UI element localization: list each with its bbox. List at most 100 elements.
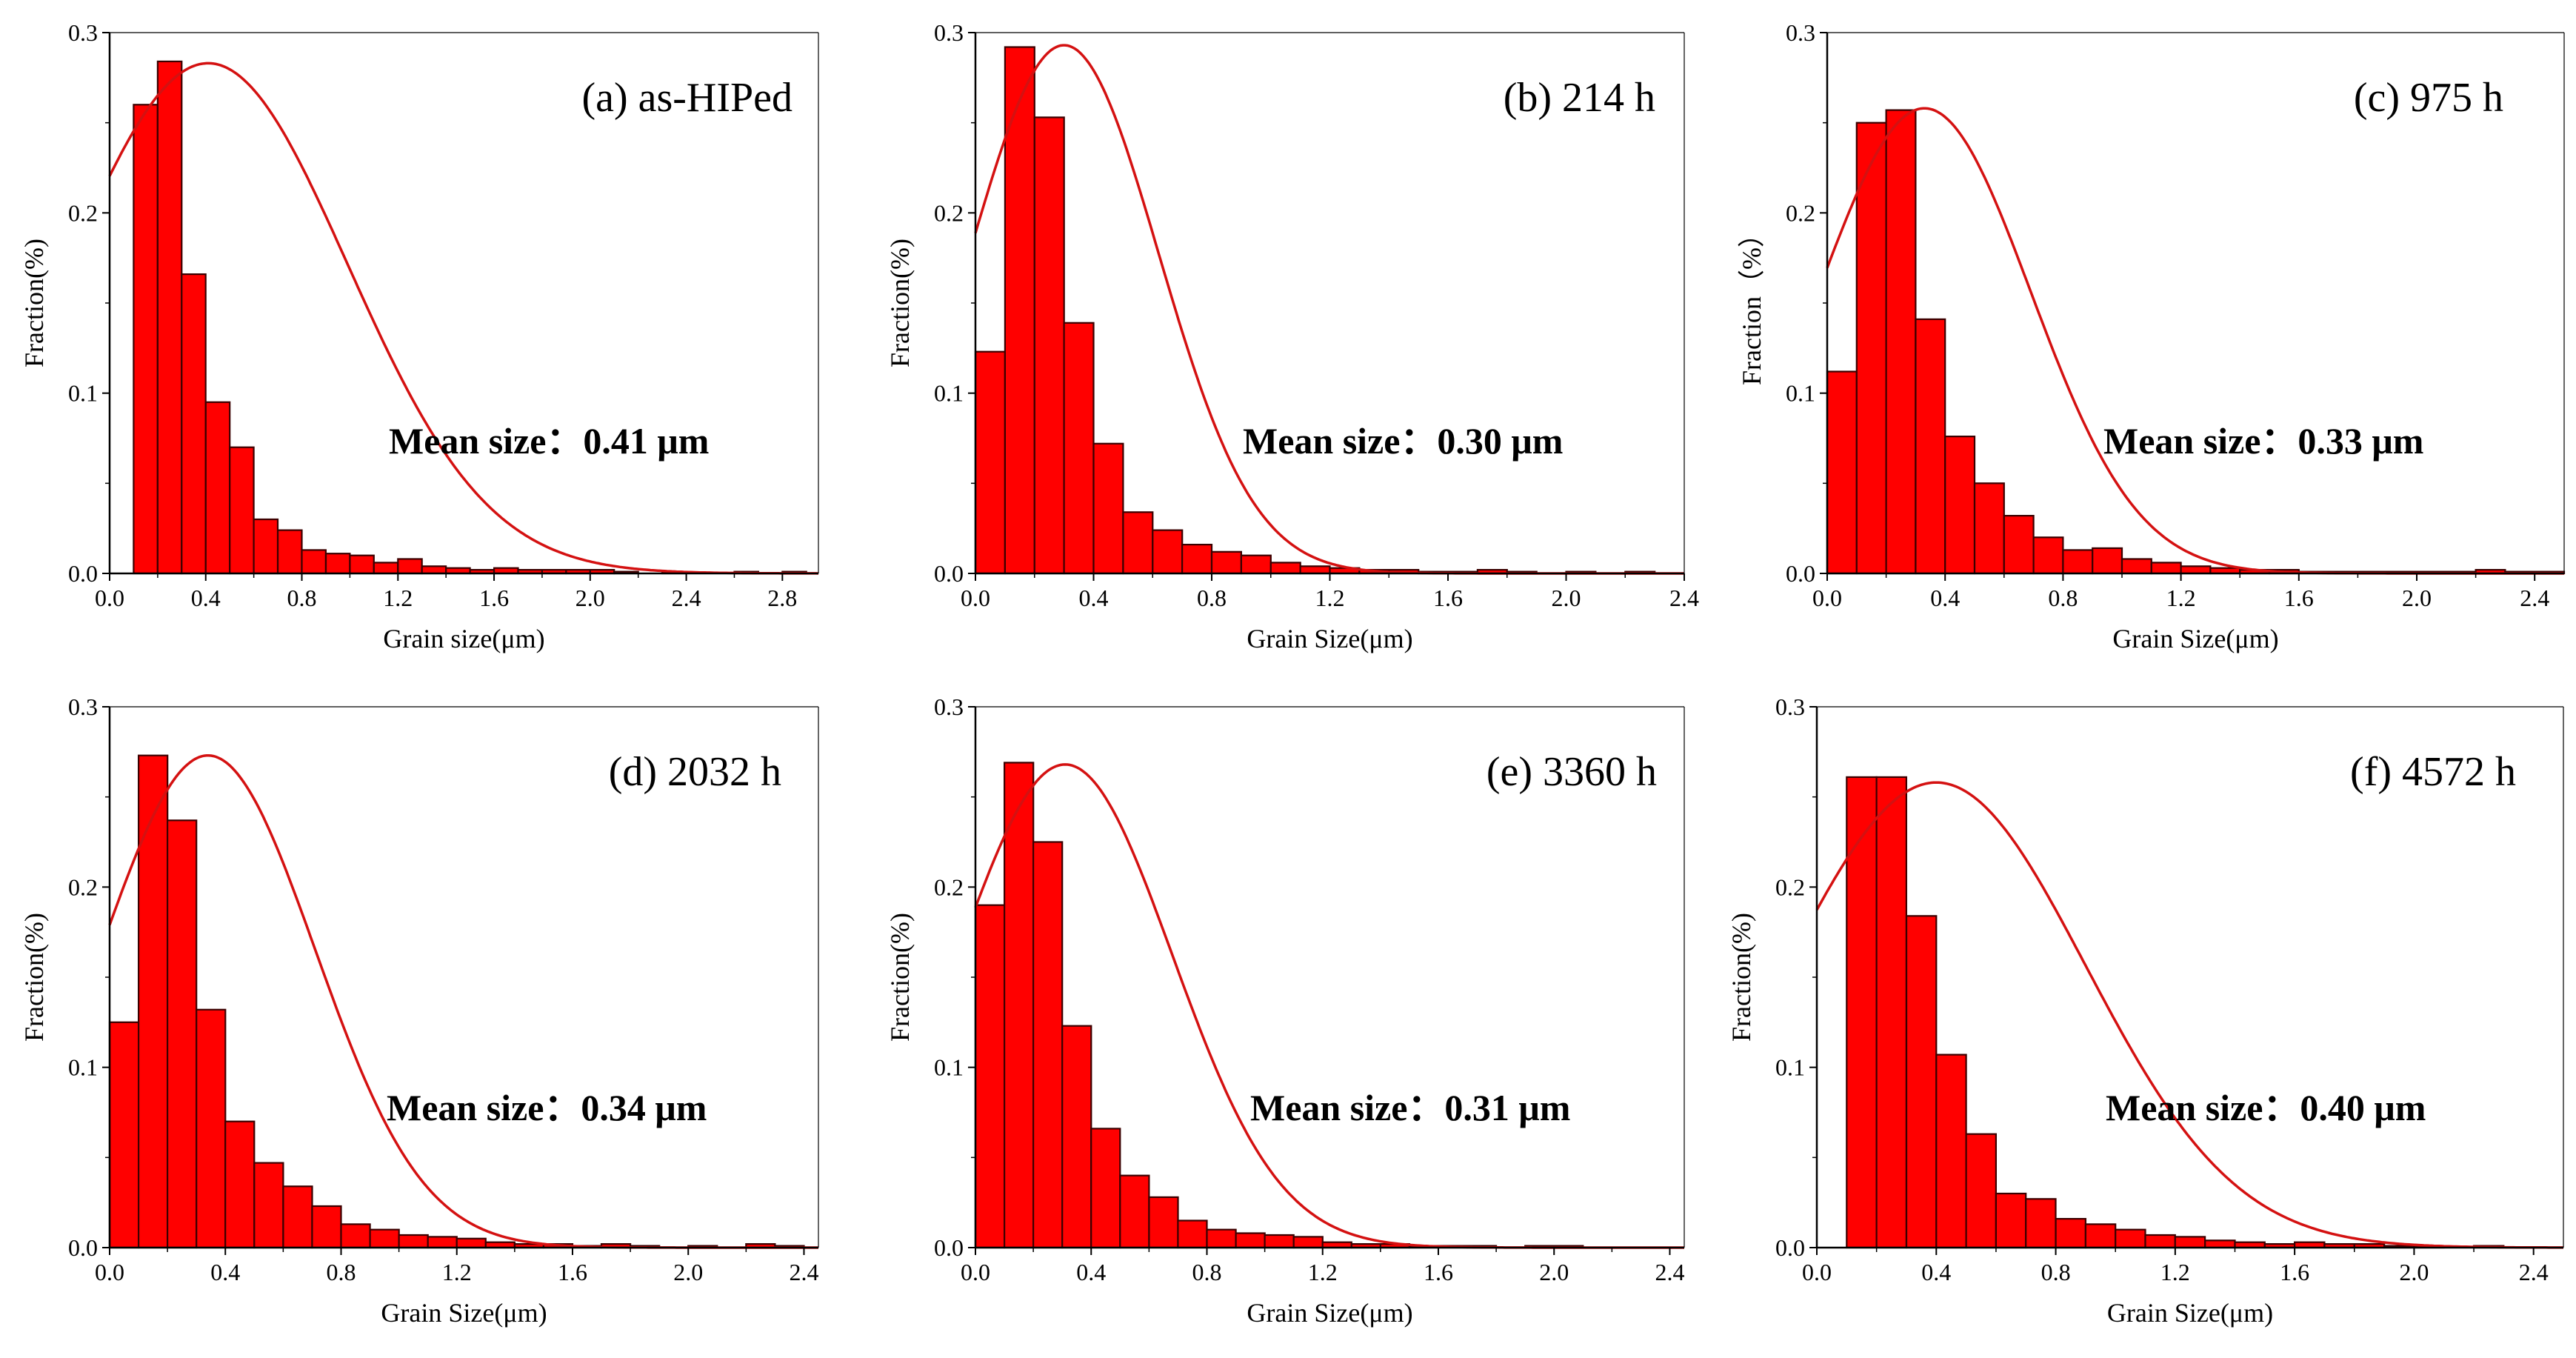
histogram-bar: [1935, 1054, 1967, 1249]
x-tick-label: 1.2: [2166, 585, 2196, 611]
histogram-bar: [1855, 122, 1887, 575]
gaussian-fit-curve: [1815, 781, 2563, 1249]
histogram-bar: [196, 1008, 227, 1249]
x-tick-label: 0.4: [1930, 585, 1960, 611]
x-tick-label: 0.0: [95, 1259, 124, 1285]
y-tick-label: 0.0: [934, 560, 964, 587]
y-tick-label: 0.2: [1775, 873, 1805, 900]
panel-title: (e) 3360 h: [1486, 749, 1657, 795]
histogram-bar: [133, 104, 159, 575]
x-tick-label: 2.0: [575, 585, 605, 611]
histogram-bar: [1177, 1219, 1208, 1249]
histogram-bar: [1905, 915, 1938, 1249]
x-axis-title: Grain Size(μm): [2112, 624, 2278, 653]
histogram-bar: [282, 1185, 313, 1249]
x-tick-label: 2.0: [1552, 585, 1581, 611]
histogram-bar: [2120, 558, 2152, 575]
histogram-bar: [1206, 1228, 1237, 1249]
y-tick-label: 0.2: [68, 873, 98, 900]
histogram-bar: [108, 1021, 140, 1249]
y-tick-label: 0.0: [68, 560, 98, 587]
x-tick-label: 2.4: [1669, 585, 1699, 611]
y-tick-label: 0.1: [934, 380, 964, 407]
histogram-bar: [1846, 776, 1878, 1249]
gaussian-fit-curve: [108, 61, 819, 575]
histogram-bar: [2150, 562, 2182, 575]
panel-b: 0.0 0.4 0.8 1.2 1.6 2.0 2.4 0.0 0.1 0.2 0.3 Grain S…: [885, 19, 1699, 653]
y-axis-title: Fraction(%): [885, 913, 915, 1042]
histogram-bar: [1944, 435, 1976, 575]
x-axis-title: Grain Size(μm): [1247, 624, 1412, 653]
mean-size-annotation: Mean size：0.40 μm: [2106, 1087, 2426, 1128]
y-tick-label: 0.1: [68, 380, 98, 407]
histogram-bar: [974, 350, 1007, 575]
histogram-bar: [1003, 762, 1035, 1249]
histogram-bar: [1148, 1196, 1179, 1249]
histogram-bar: [2084, 1223, 2117, 1249]
histogram-bar: [2025, 1198, 2057, 1249]
x-tick-label: 1.6: [2280, 1259, 2309, 1285]
x-tick-label: 2.4: [672, 585, 701, 611]
histogram-bar: [277, 529, 303, 575]
histogram-bar: [1122, 511, 1154, 575]
histogram-bar: [1240, 554, 1272, 575]
x-tick-label: 0.0: [1802, 1259, 1832, 1285]
x-tick-label: 1.2: [1315, 585, 1345, 611]
x-tick-label: 1.2: [2160, 1259, 2190, 1285]
x-tick-label: 0.4: [1076, 1259, 1106, 1285]
mean-size-annotation: Mean size：0.30 μm: [1243, 420, 1563, 462]
histogram-bar: [2204, 1239, 2236, 1249]
panel-e: 0.0 0.4 0.8 1.2 1.6 2.0 2.4 0.0 0.1 0.2 0.3 Grain S…: [885, 693, 1685, 1328]
histogram-bar: [1033, 116, 1065, 575]
x-tick-label: 1.6: [1433, 585, 1463, 611]
histogram-bar: [1973, 482, 2005, 575]
y-tick-label: 0.0: [1786, 560, 1815, 587]
histogram-bar: [167, 819, 198, 1249]
y-tick-label: 0.2: [934, 873, 964, 900]
x-tick-label: 0.4: [1921, 1259, 1951, 1285]
x-tick-label: 1.2: [1308, 1259, 1338, 1285]
histogram-bar: [2180, 565, 2212, 575]
y-tick-label: 0.2: [1786, 199, 1815, 226]
histogram-bar: [427, 1236, 458, 1249]
histogram-bar: [2092, 547, 2123, 575]
histogram-bar: [253, 1162, 284, 1249]
x-tick-label: 0.4: [210, 1259, 240, 1285]
x-tick-label: 0.0: [961, 585, 990, 611]
x-axis-title: Grain Size(μm): [381, 1298, 547, 1328]
histogram-bar: [204, 401, 231, 575]
y-axis-title: Fraction(%): [1726, 913, 1756, 1042]
x-tick-label: 0.0: [1812, 585, 1842, 611]
histogram-bar: [1092, 442, 1124, 575]
x-tick-label: 0.4: [1079, 585, 1109, 611]
x-tick-label: 2.4: [1655, 1259, 1685, 1285]
mean-size-annotation: Mean size：0.41 μm: [389, 420, 709, 462]
x-tick-label: 2.0: [1539, 1259, 1569, 1285]
x-tick-label: 2.0: [2399, 1259, 2429, 1285]
panel-f: 0.0 0.4 0.8 1.2 1.6 2.0 2.4 0.0 0.1 0.2 0.3 Grain S…: [1726, 693, 2564, 1328]
histogram-bar: [1235, 1232, 1266, 1249]
y-tick-label: 0.1: [934, 1054, 964, 1081]
panel-title: (c) 975 h: [2354, 75, 2503, 121]
histogram-bar: [1292, 1236, 1324, 1249]
x-tick-label: 1.2: [442, 1259, 472, 1285]
histogram-bar: [311, 1205, 342, 1249]
histogram-bar: [301, 549, 327, 575]
y-tick-label: 0.2: [934, 199, 964, 226]
y-tick-label: 0.0: [934, 1234, 964, 1261]
histogram-bar: [229, 446, 255, 575]
histogram-bar: [1210, 550, 1243, 575]
histogram-bar: [1965, 1133, 1998, 1249]
histogram-bar: [1090, 1128, 1121, 1249]
histogram-bar: [1826, 370, 1858, 575]
histogram-bar: [1119, 1174, 1150, 1249]
histogram-bar: [324, 553, 351, 575]
panel-d: 0.0 0.4 0.8 1.2 1.6 2.0 2.4 0.0 0.1 0.2 0.3 Grain S…: [19, 693, 819, 1328]
histogram-bar: [397, 558, 423, 575]
x-tick-label: 2.0: [673, 1259, 703, 1285]
panel-a: 0.0 0.4 0.8 1.2 1.6 2.0 2.4 2.8 0.0 0.1 0.2 0.3 Grai…: [19, 19, 819, 653]
y-axis-title: Fraction（%）: [1737, 221, 1766, 385]
histogram-bar: [2055, 1217, 2087, 1249]
x-tick-label: 0.8: [2041, 1259, 2071, 1285]
